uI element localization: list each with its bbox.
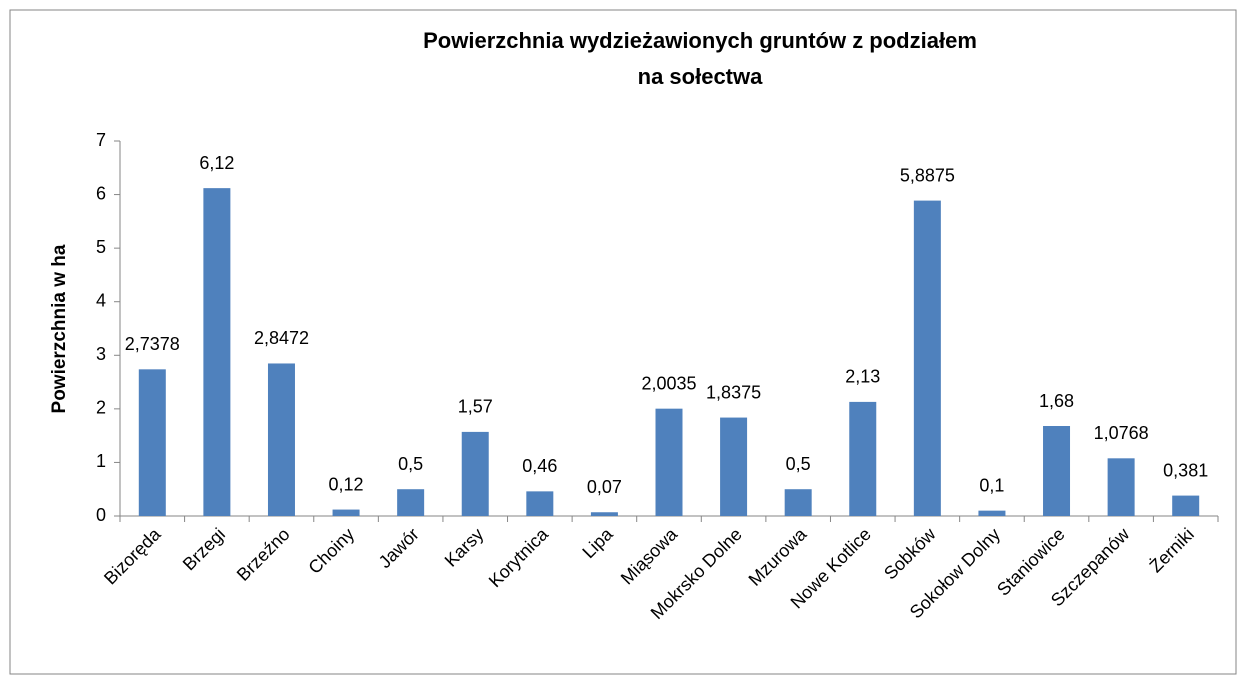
value-label: 0,46	[522, 456, 557, 476]
y-tick-label: 0	[96, 505, 106, 525]
bar	[720, 417, 748, 516]
bar	[1172, 495, 1200, 516]
bar	[849, 401, 877, 516]
bar	[332, 509, 360, 516]
bar	[978, 510, 1006, 516]
value-label: 0,5	[786, 454, 811, 474]
bar	[655, 408, 683, 516]
value-label: 2,13	[845, 367, 880, 387]
value-label: 0,07	[587, 477, 622, 497]
value-label: 0,5	[398, 454, 423, 474]
value-label: 1,57	[458, 397, 493, 417]
y-tick-label: 4	[96, 290, 106, 310]
bar	[267, 363, 295, 516]
bar	[913, 200, 941, 517]
y-tick-label: 3	[96, 344, 106, 364]
value-label: 5,8875	[900, 165, 955, 185]
value-label: 1,8375	[706, 382, 761, 402]
y-tick-label: 5	[96, 237, 106, 257]
value-label: 2,7378	[125, 334, 180, 354]
value-label: 2,0035	[641, 373, 696, 393]
bar	[397, 489, 425, 516]
y-tick-label: 1	[96, 451, 106, 471]
bar	[784, 489, 812, 516]
value-label: 2,8472	[254, 328, 309, 348]
bar	[1107, 458, 1135, 516]
y-tick-label: 7	[96, 130, 106, 150]
value-label: 0,1	[979, 475, 1004, 495]
y-tick-label: 6	[96, 183, 106, 203]
bar	[203, 188, 231, 516]
value-label: 0,12	[329, 474, 364, 494]
value-label: 1,0768	[1094, 423, 1149, 443]
value-label: 1,68	[1039, 391, 1074, 411]
value-label: 6,12	[199, 153, 234, 173]
bar	[526, 491, 554, 516]
y-axis-label: Powierzchnia w ha	[49, 244, 70, 413]
chart-title: na sołectwa	[638, 64, 763, 89]
bar	[138, 369, 166, 516]
value-label: 0,381	[1163, 460, 1208, 480]
chart-title: Powierzchnia wydzieżawionych gruntów z p…	[423, 28, 977, 53]
bar	[590, 512, 618, 516]
bar	[1043, 426, 1071, 516]
y-tick-label: 2	[96, 398, 106, 418]
bar	[461, 431, 489, 516]
